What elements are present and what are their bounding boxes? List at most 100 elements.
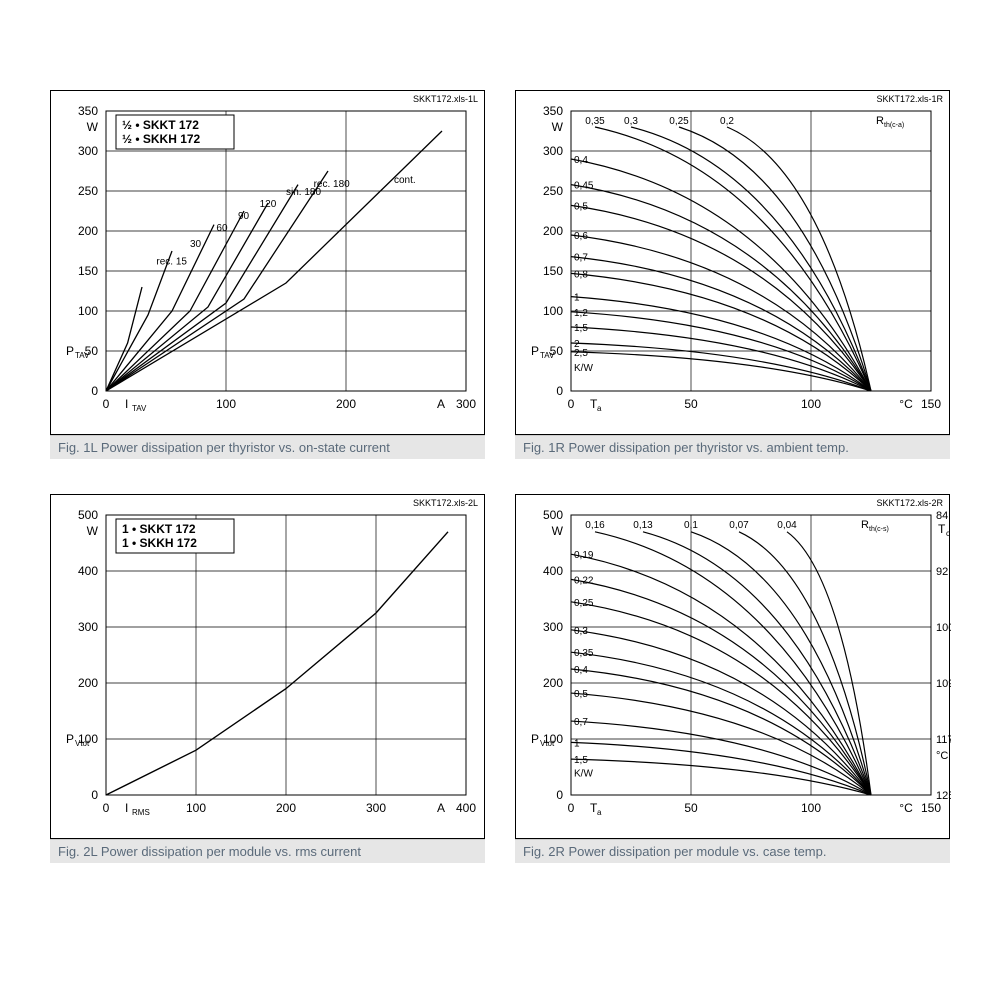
svg-text:109: 109 xyxy=(936,678,951,690)
svg-text:0: 0 xyxy=(568,801,575,815)
svg-text:120: 120 xyxy=(260,199,277,210)
svg-text:1: 1 xyxy=(574,738,580,749)
caption-2L: Fig. 2L Power dissipation per module vs.… xyxy=(50,839,485,863)
svg-text:RMS: RMS xyxy=(132,808,150,817)
svg-text:0,6: 0,6 xyxy=(574,231,588,242)
svg-text:2,5: 2,5 xyxy=(574,348,588,359)
svg-text:0,35: 0,35 xyxy=(574,648,594,659)
svg-text:R: R xyxy=(876,115,884,127)
svg-text:R: R xyxy=(861,519,869,531)
svg-text:200: 200 xyxy=(336,397,356,411)
svg-text:0,16: 0,16 xyxy=(585,520,605,531)
svg-text:a: a xyxy=(597,404,602,413)
svg-text:84: 84 xyxy=(936,510,948,522)
svg-text:0,45: 0,45 xyxy=(574,181,594,192)
svg-text:P: P xyxy=(531,344,539,358)
svg-text:I: I xyxy=(125,397,128,411)
panel-1R: SKKT172.xls-1R 050100°C15005010015020025… xyxy=(515,90,950,459)
svg-text:°C: °C xyxy=(936,750,948,762)
svg-text:100: 100 xyxy=(801,801,821,815)
svg-text:TAV: TAV xyxy=(132,404,147,413)
svg-text:100: 100 xyxy=(216,397,236,411)
svg-text:0,1: 0,1 xyxy=(684,520,698,531)
caption-2R: Fig. 2R Power dissipation per module vs.… xyxy=(515,839,950,863)
svg-text:1 • SKKH 172: 1 • SKKH 172 xyxy=(122,536,197,550)
svg-text:rec. 180: rec. 180 xyxy=(314,179,351,190)
svg-text:TAV: TAV xyxy=(540,351,555,360)
svg-text:300: 300 xyxy=(78,144,98,158)
svg-text:200: 200 xyxy=(543,676,563,690)
datasheet-page: SKKT172.xls-1L 0100200A30005010015020025… xyxy=(50,90,950,910)
svg-text:350: 350 xyxy=(78,104,98,118)
svg-text:th(c-s): th(c-s) xyxy=(869,526,889,533)
svg-text:0,2: 0,2 xyxy=(720,116,734,127)
svg-text:0,25: 0,25 xyxy=(574,598,594,609)
svg-text:0,7: 0,7 xyxy=(574,253,588,264)
row-1: SKKT172.xls-1L 0100200A30005010015020025… xyxy=(50,90,950,459)
svg-text:1,5: 1,5 xyxy=(574,323,588,334)
svg-text:0,13: 0,13 xyxy=(633,520,653,531)
svg-text:K/W: K/W xyxy=(574,769,593,780)
svg-text:0,5: 0,5 xyxy=(574,689,588,700)
svg-text:0,22: 0,22 xyxy=(574,575,594,586)
svg-text:0: 0 xyxy=(91,788,98,802)
svg-text:100: 100 xyxy=(936,622,951,634)
svg-text:200: 200 xyxy=(78,676,98,690)
svg-text:92: 92 xyxy=(936,566,948,578)
svg-text:1: 1 xyxy=(574,293,580,304)
svg-text:0,07: 0,07 xyxy=(729,520,749,531)
svg-text:0,3: 0,3 xyxy=(574,626,588,637)
svg-text:350: 350 xyxy=(543,104,563,118)
svg-text:50: 50 xyxy=(684,397,698,411)
svg-text:a: a xyxy=(597,808,602,817)
svg-text:50: 50 xyxy=(684,801,698,815)
svg-text:W: W xyxy=(552,524,564,538)
svg-text:P: P xyxy=(531,732,539,746)
svg-text:150: 150 xyxy=(543,264,563,278)
svg-text:400: 400 xyxy=(543,564,563,578)
svg-text:0,8: 0,8 xyxy=(574,269,588,280)
svg-text:100: 100 xyxy=(543,304,563,318)
svg-text:A: A xyxy=(437,801,445,815)
svg-text:½ • SKKH 172: ½ • SKKH 172 xyxy=(122,132,201,146)
svg-text:0,35: 0,35 xyxy=(585,116,605,127)
svg-text:200: 200 xyxy=(78,224,98,238)
svg-text:500: 500 xyxy=(543,508,563,522)
svg-text:0: 0 xyxy=(103,801,110,815)
svg-text:°C: °C xyxy=(899,397,913,411)
svg-text:A: A xyxy=(437,397,445,411)
svg-text:P: P xyxy=(66,732,74,746)
svg-text:250: 250 xyxy=(543,184,563,198)
svg-text:0,5: 0,5 xyxy=(574,201,588,212)
svg-text:0,4: 0,4 xyxy=(574,155,588,166)
svg-text:300: 300 xyxy=(366,801,386,815)
svg-text:cont.: cont. xyxy=(394,175,416,186)
svg-text:0: 0 xyxy=(91,384,98,398)
svg-text:I: I xyxy=(125,801,128,815)
panel-2R: SKKT172.xls-2R 050100°C1500100200300400W… xyxy=(515,494,950,863)
panel-1L: SKKT172.xls-1L 0100200A30005010015020025… xyxy=(50,90,485,459)
svg-text:300: 300 xyxy=(543,620,563,634)
svg-text:1 • SKKT 172: 1 • SKKT 172 xyxy=(122,522,196,536)
svg-text:400: 400 xyxy=(78,564,98,578)
svg-text:1,5: 1,5 xyxy=(574,755,588,766)
svg-text:0,04: 0,04 xyxy=(777,520,797,531)
svg-text:c: c xyxy=(946,529,950,538)
svg-text:0,4: 0,4 xyxy=(574,665,588,676)
svg-text:117: 117 xyxy=(936,734,951,746)
chart-2L: SKKT172.xls-2L 0100200300A40001002003004… xyxy=(50,494,485,839)
svg-text:300: 300 xyxy=(543,144,563,158)
chart-1R: SKKT172.xls-1R 050100°C15005010015020025… xyxy=(515,90,950,435)
svg-text:150: 150 xyxy=(921,801,941,815)
svg-text:K/W: K/W xyxy=(574,363,593,374)
svg-text:0,7: 0,7 xyxy=(574,717,588,728)
svg-text:W: W xyxy=(87,120,99,134)
svg-text:200: 200 xyxy=(543,224,563,238)
svg-text:0,3: 0,3 xyxy=(624,116,638,127)
svg-text:500: 500 xyxy=(78,508,98,522)
chart-2R: SKKT172.xls-2R 050100°C1500100200300400W… xyxy=(515,494,950,839)
svg-text:P: P xyxy=(66,344,74,358)
svg-text:30: 30 xyxy=(190,239,202,250)
svg-text:Vtot: Vtot xyxy=(540,739,555,748)
svg-text:th(c-a): th(c-a) xyxy=(884,122,904,129)
